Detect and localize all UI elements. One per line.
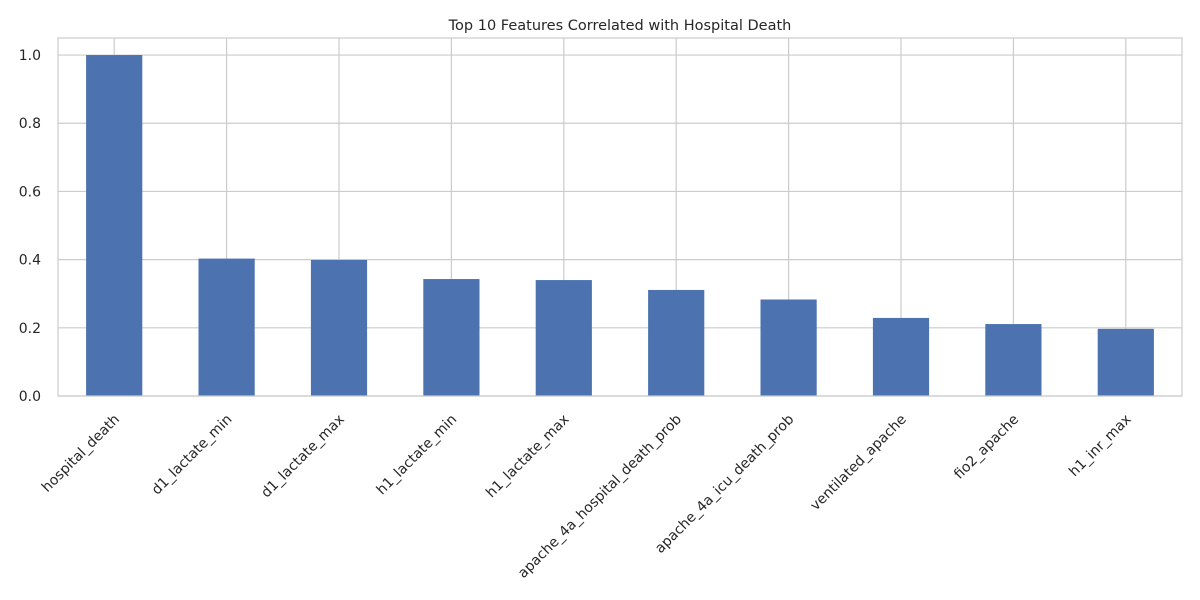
y-tick-label: 0.0 [19, 389, 41, 405]
x-tick-label: d1_lactate_max [258, 412, 348, 502]
y-axis-ticks: 0.0 0.2 0.4 0.6 0.8 1.0 [19, 48, 41, 405]
bar-h1-lactate-max [535, 280, 592, 396]
x-axis-ticks: hospital_death d1_lactate_min d1_lactate_m… [39, 411, 1135, 581]
x-tick-label: h1_lactate_max [483, 412, 573, 502]
x-tick-label: h1_inr_max [1066, 412, 1134, 480]
bars [86, 55, 1154, 397]
bar-h1-inr-max [1097, 328, 1154, 396]
plot-frame [57, 37, 1183, 397]
bar-d1-lactate-max [310, 259, 368, 396]
y-tick-label: 1.0 [19, 48, 41, 64]
bar-apache-4a-icu-death-prob [760, 299, 817, 396]
x-tick-label: d1_lactate_min [149, 412, 236, 499]
x-tick-label: ventilated_apache [807, 412, 909, 514]
y-tick-label: 0.8 [19, 116, 41, 132]
bar-fio2-apache [985, 324, 1042, 396]
bar-hospital-death [86, 55, 143, 397]
x-tick-label: hospital_death [39, 412, 123, 496]
y-tick-label: 0.2 [19, 321, 41, 337]
bar-h1-lactate-min [423, 279, 480, 396]
x-tick-label: h1_lactate_min [374, 412, 461, 499]
bar-d1-lactate-min [198, 258, 255, 396]
chart-title: Top 10 Features Correlated with Hospital… [448, 18, 792, 34]
bar-apache-4a-hospital-death-prob [648, 289, 705, 396]
bar-ventilated-apache [872, 317, 930, 396]
y-tick-label: 0.4 [19, 253, 41, 269]
y-tick-label: 0.6 [19, 184, 41, 200]
x-tick-label: fio2_apache [951, 412, 1022, 483]
